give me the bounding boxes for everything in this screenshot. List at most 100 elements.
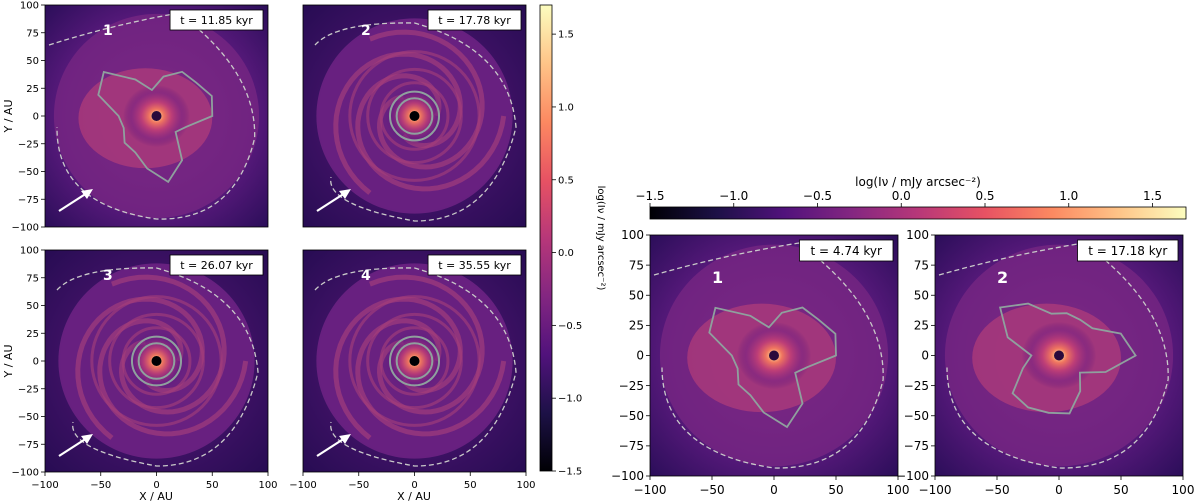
central-hole bbox=[409, 356, 420, 366]
time-label-box bbox=[1077, 239, 1179, 262]
y-tick-label: −75 bbox=[904, 439, 929, 453]
colorbar-tick-label: −1.5 bbox=[558, 467, 582, 478]
central-hole bbox=[151, 356, 162, 366]
x-tick-label: −50 bbox=[348, 480, 369, 491]
panel-right-2: 2 t = 17.18 kyr bbox=[934, 234, 1184, 477]
y-tick-label: 75 bbox=[26, 28, 39, 39]
x-tick-label: 50 bbox=[464, 480, 477, 491]
panel-number: 2 bbox=[997, 268, 1008, 287]
contour-inner bbox=[388, 335, 441, 387]
arrow-head bbox=[81, 189, 93, 199]
y-tick-label: 50 bbox=[629, 288, 644, 302]
y-tick-label: −50 bbox=[18, 412, 39, 423]
dashed-contour bbox=[653, 242, 884, 469]
colorbar-tick-label: −0.5 bbox=[558, 321, 582, 332]
y-tick-label: −25 bbox=[18, 384, 39, 395]
panel-number: 1 bbox=[712, 268, 723, 287]
y-tick-label: 50 bbox=[914, 288, 929, 302]
y-tick-label: 75 bbox=[629, 258, 644, 272]
ring bbox=[90, 295, 223, 427]
colorbar-tick-label: −1.0 bbox=[719, 189, 748, 203]
y-tick-label: 25 bbox=[914, 319, 929, 333]
x-tick-label: −100 bbox=[289, 480, 316, 491]
x-tick-label: 50 bbox=[206, 480, 219, 491]
dashed-contour bbox=[314, 267, 517, 467]
colorbar-tick-label: 1.0 bbox=[558, 102, 574, 113]
colorbar-label: log(Iν / mJy arcsec⁻²) bbox=[595, 186, 606, 291]
y-tick-label: 0 bbox=[33, 112, 39, 123]
colorbar-tick-label: 1.5 bbox=[1143, 189, 1162, 203]
y-tick-label: −100 bbox=[896, 469, 929, 483]
colorbar-tick-label: 1.0 bbox=[1059, 189, 1078, 203]
y-tick-label: 100 bbox=[906, 228, 929, 242]
panel-left-1: 1 t = 11.85 kyr bbox=[44, 4, 269, 228]
x-tick-label: 100 bbox=[1172, 483, 1195, 497]
arrow-shaft bbox=[58, 192, 88, 212]
y-tick-label: 25 bbox=[26, 84, 39, 95]
left-panel-grid: 1 t = 11.85 kyr 100 75 50 25 0 −25 −50 −75 −100 2 t … bbox=[2, 1, 536, 502]
central-hole bbox=[1054, 350, 1064, 361]
ring bbox=[108, 312, 205, 410]
y-tick-label: −50 bbox=[18, 167, 39, 178]
panel-frame bbox=[302, 4, 527, 228]
ring bbox=[379, 81, 450, 151]
colorbar-tick-label: −1.5 bbox=[635, 189, 664, 203]
arrow-head bbox=[339, 434, 351, 444]
y-tick-label: −100 bbox=[12, 468, 39, 479]
y-tick-label: 100 bbox=[621, 228, 644, 242]
colorbar-tick-label: −0.5 bbox=[803, 189, 832, 203]
panel-left-2: 2 t = 17.78 kyr bbox=[302, 4, 527, 228]
y-tick-label: 25 bbox=[26, 329, 39, 340]
time-label-box bbox=[427, 254, 522, 276]
colorbar-label: log(Iν / mJy arcsec⁻²) bbox=[855, 175, 981, 189]
y-axis-label: Y / AU bbox=[2, 345, 15, 379]
contour-inner bbox=[130, 335, 183, 387]
time-label-box bbox=[427, 9, 522, 31]
x-tick-label: 0 bbox=[1055, 483, 1063, 497]
contour-inner bbox=[395, 342, 434, 380]
x-axis-label: X / AU bbox=[397, 490, 431, 502]
ring bbox=[379, 326, 450, 396]
time-label-box bbox=[799, 239, 894, 262]
ring bbox=[366, 312, 463, 410]
solid-contour bbox=[708, 306, 837, 429]
central-hole bbox=[409, 111, 420, 121]
x-tick-label: −100 bbox=[634, 483, 667, 497]
time-label-box bbox=[169, 9, 264, 31]
y-tick-label: −100 bbox=[12, 223, 39, 234]
x-tick-label: −100 bbox=[919, 483, 952, 497]
arrow-head bbox=[81, 434, 93, 444]
x-tick-label: 50 bbox=[828, 483, 843, 497]
time-label: t = 26.07 kyr bbox=[180, 259, 253, 272]
y-tick-label: 0 bbox=[921, 349, 929, 363]
time-label: t = 17.78 kyr bbox=[438, 14, 511, 27]
x-tick-label: 100 bbox=[258, 480, 277, 491]
x-tick-label: 50 bbox=[1113, 483, 1128, 497]
central-hole bbox=[151, 111, 162, 121]
y-tick-label: −25 bbox=[904, 379, 929, 393]
panel-number: 1 bbox=[103, 23, 113, 39]
panel-right-1: 1 t = 4.74 kyr bbox=[649, 234, 899, 477]
right-colorbar: −1.5 −1.0 −0.5 0.0 0.5 1.0 1.5 log(Iν / mJy arc… bbox=[635, 175, 1187, 220]
arrow-shaft bbox=[58, 437, 88, 457]
x-axis-label: X / AU bbox=[139, 490, 173, 502]
y-tick-label: −100 bbox=[611, 469, 644, 483]
panel-left-3: 3 t = 26.07 kyr bbox=[44, 249, 269, 473]
solid-contour bbox=[97, 70, 214, 184]
time-label: t = 11.85 kyr bbox=[180, 14, 253, 27]
colorbar-tick-label: 1.5 bbox=[558, 30, 574, 41]
colorbar-tick-label: 0.0 bbox=[558, 248, 574, 259]
right-panel-row: 1t = 4.74 kyr1007550250−25−50−75−100−100… bbox=[611, 228, 1194, 497]
time-label: t = 35.55 kyr bbox=[438, 259, 511, 272]
y-tick-label: −25 bbox=[619, 379, 644, 393]
y-tick-label: −75 bbox=[18, 195, 39, 206]
central-hole bbox=[769, 350, 779, 361]
dashed-contour bbox=[48, 12, 256, 220]
panel-number: 4 bbox=[361, 268, 371, 284]
x-tick-label: −50 bbox=[699, 483, 724, 497]
y-tick-label: −75 bbox=[619, 439, 644, 453]
y-axis-label: Y / AU bbox=[2, 100, 15, 134]
x-tick-label: 0 bbox=[411, 480, 417, 491]
time-label: t = 17.18 kyr bbox=[1088, 244, 1167, 258]
